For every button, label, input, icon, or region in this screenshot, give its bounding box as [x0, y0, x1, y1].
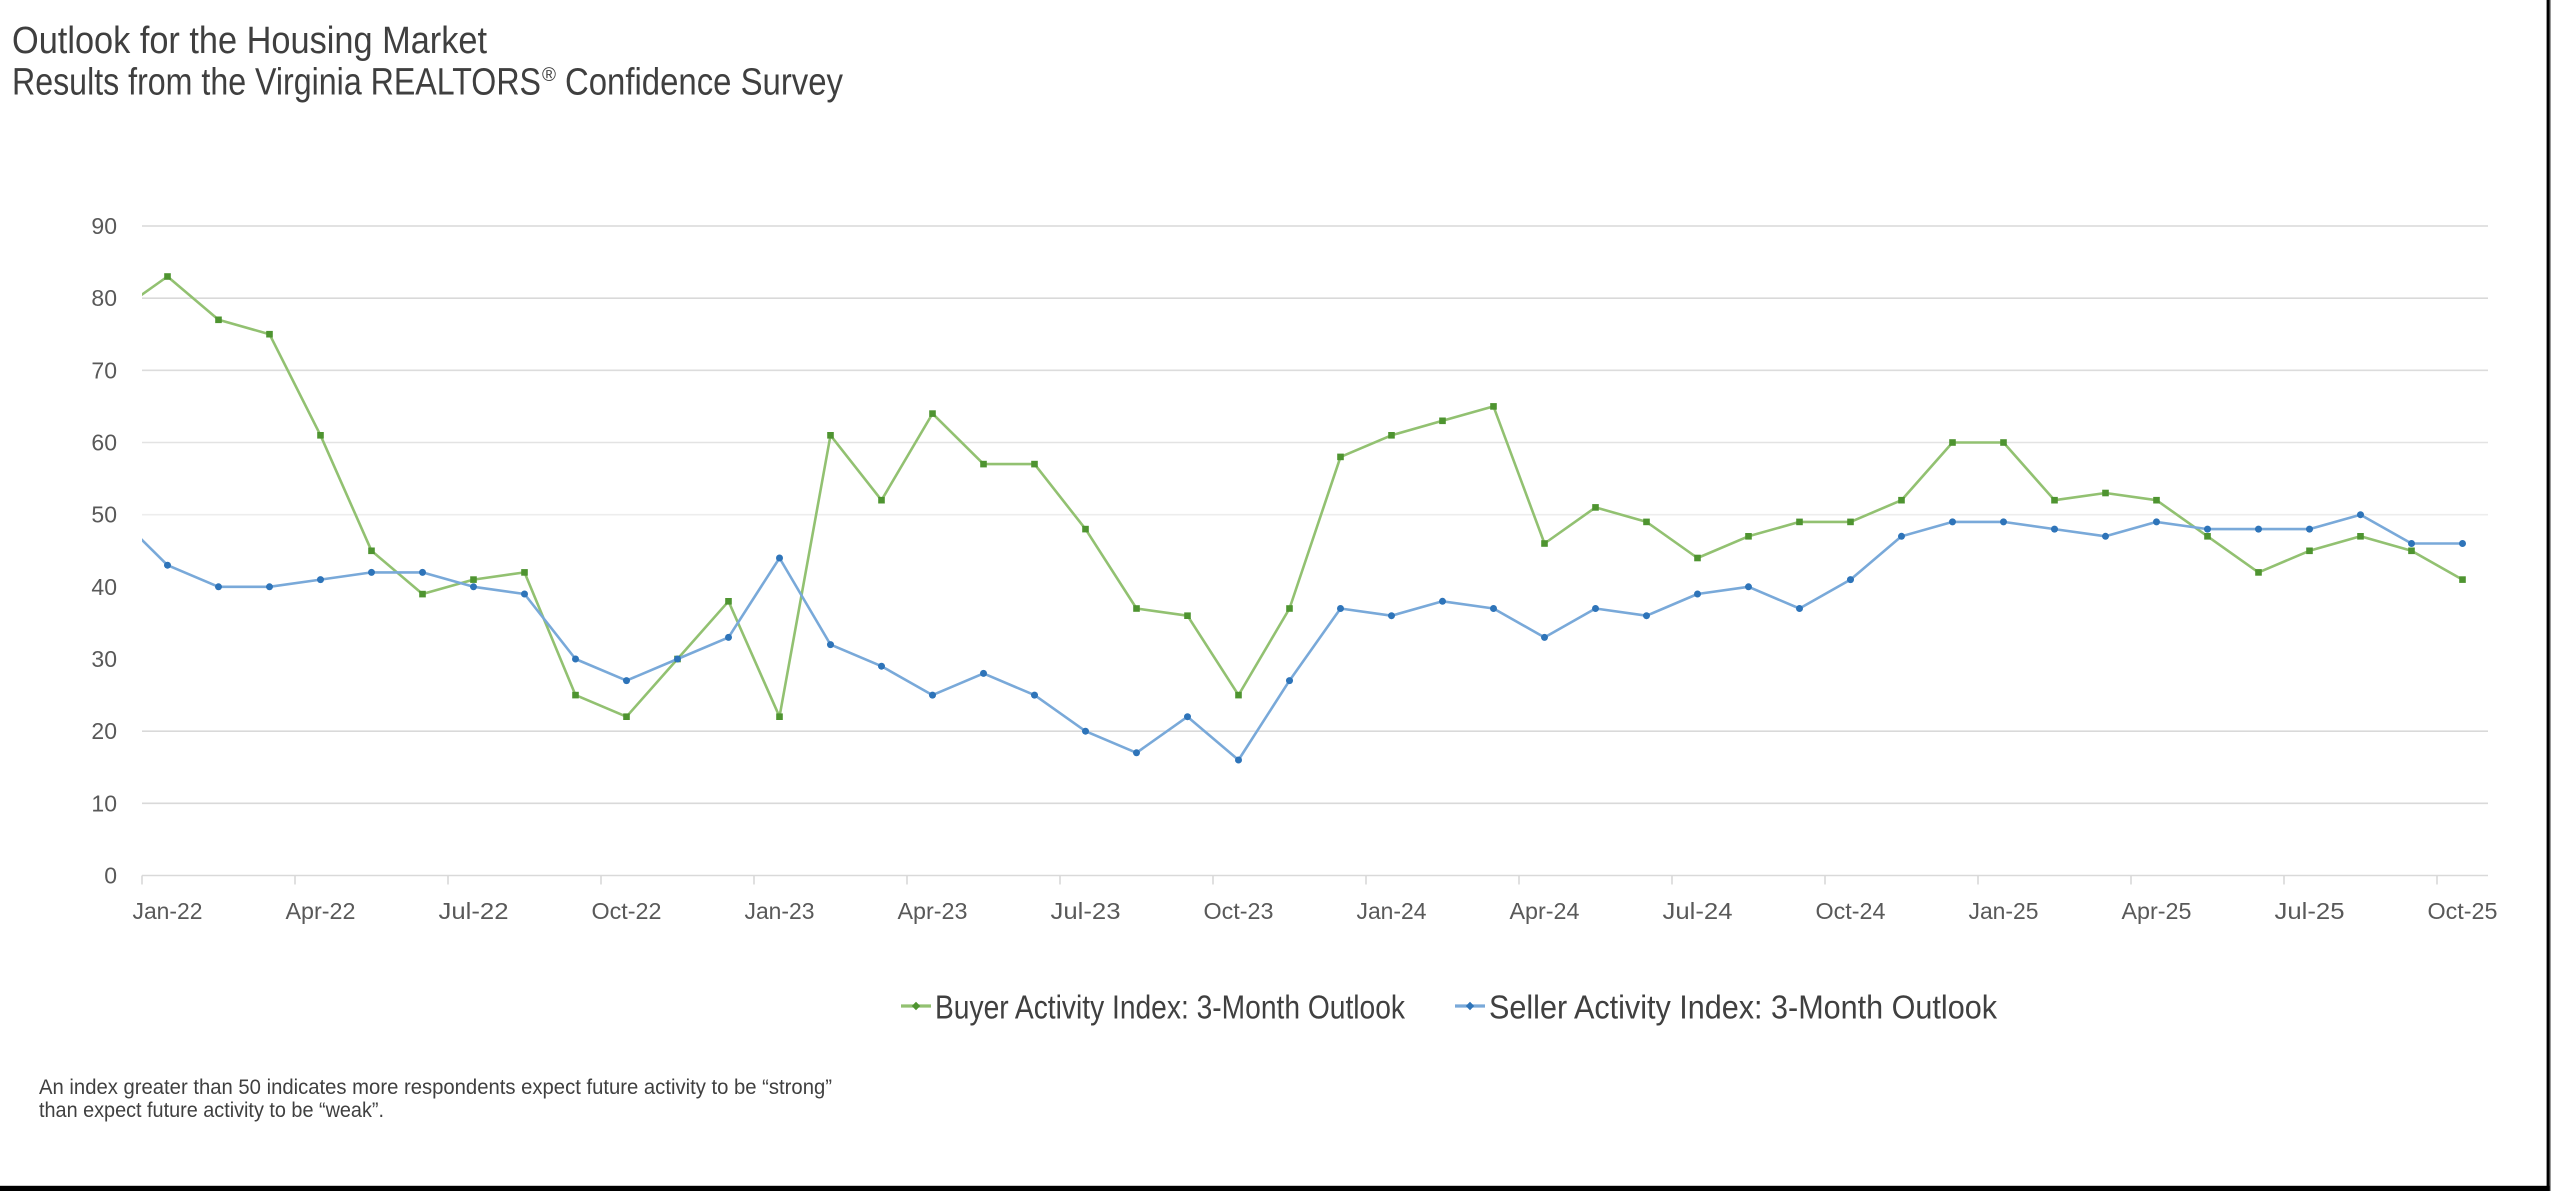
svg-text:Seller Activity Index: 3-Month: Seller Activity Index: 3-Month Outlook [1489, 989, 1997, 1026]
svg-text:than expect future activity to: than expect future activity to be “weak”… [39, 1099, 384, 1122]
svg-text:Oct-22: Oct-22 [592, 898, 662, 924]
svg-text:Oct-24: Oct-24 [1816, 898, 1886, 924]
svg-text:Apr-23: Apr-23 [898, 898, 968, 924]
svg-text:10: 10 [91, 790, 117, 816]
svg-text:Confidence Survey: Confidence Survey [565, 62, 843, 104]
svg-text:90: 90 [91, 213, 117, 239]
svg-text:30: 30 [91, 646, 117, 672]
svg-text:Jul-23: Jul-23 [1051, 898, 1121, 924]
svg-text:Outlook for the Housing Market: Outlook for the Housing Market [12, 20, 487, 62]
svg-text:Jan-24: Jan-24 [1357, 898, 1427, 924]
svg-text:Apr-25: Apr-25 [2122, 898, 2192, 924]
svg-text:Oct-25: Oct-25 [2428, 898, 2498, 924]
svg-text:Jul-25: Jul-25 [2275, 898, 2345, 924]
svg-text:Oct-23: Oct-23 [1204, 898, 1274, 924]
svg-text:50: 50 [91, 502, 117, 528]
svg-text:20: 20 [91, 718, 117, 744]
svg-text:Jul-24: Jul-24 [1663, 898, 1733, 924]
svg-text:Jan-23: Jan-23 [745, 898, 815, 924]
svg-text:60: 60 [91, 430, 117, 456]
svg-text:Apr-24: Apr-24 [1510, 898, 1580, 924]
svg-text:Apr-22: Apr-22 [286, 898, 356, 924]
svg-text:40: 40 [91, 574, 117, 600]
svg-text:80: 80 [91, 285, 117, 311]
svg-text:Jul-22: Jul-22 [439, 898, 509, 924]
svg-text:70: 70 [91, 357, 117, 383]
svg-text:Jan-22: Jan-22 [133, 898, 203, 924]
svg-text:An index greater than 50 indic: An index greater than 50 indicates more … [39, 1076, 832, 1099]
svg-text:Results from the Virginia REAL: Results from the Virginia REALTORS [12, 62, 541, 104]
svg-text:0: 0 [104, 863, 117, 889]
svg-text:Jan-25: Jan-25 [1969, 898, 2039, 924]
svg-text:Buyer Activity Index: 3-Month: Buyer Activity Index: 3-Month Outlook [935, 989, 1405, 1026]
svg-text:®: ® [542, 65, 556, 86]
